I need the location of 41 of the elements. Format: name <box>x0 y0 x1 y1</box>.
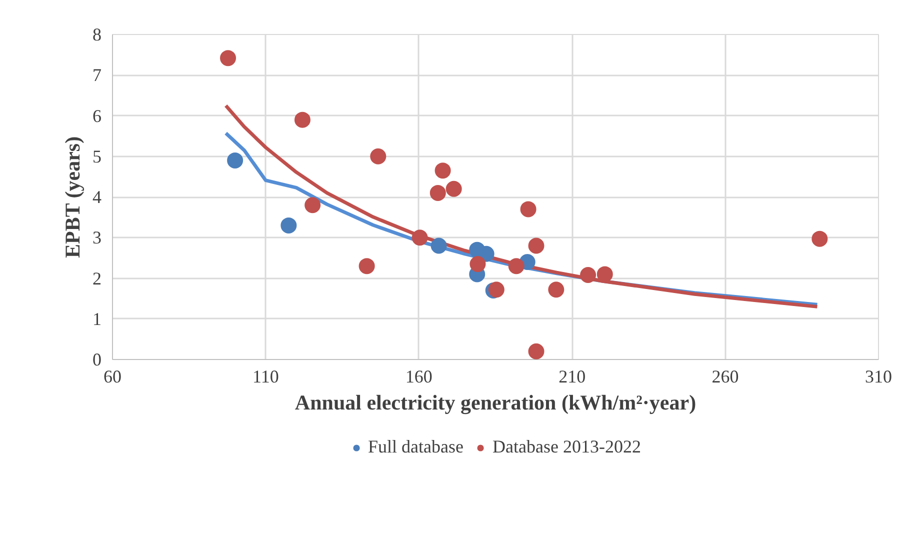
y-tick-label: 6 <box>92 106 102 126</box>
point <box>528 238 544 254</box>
point <box>220 50 236 66</box>
y-tick-label: 3 <box>92 228 102 248</box>
point <box>370 148 386 164</box>
point <box>430 238 447 254</box>
point <box>488 282 504 298</box>
y-tick-label: 7 <box>92 65 102 86</box>
y-tick-label: 8 <box>92 24 102 44</box>
point <box>446 180 462 197</box>
x-tick-label: 210 <box>558 366 586 386</box>
point <box>434 162 451 179</box>
legend-label: Database 2013-2022 <box>492 436 641 458</box>
point <box>812 230 828 247</box>
point <box>227 152 244 168</box>
point <box>412 230 428 246</box>
point <box>430 184 446 201</box>
point <box>548 282 564 298</box>
y-tick-label: 4 <box>92 187 102 207</box>
y-tick-label: 0 <box>92 350 102 370</box>
point <box>358 258 375 274</box>
x-tick-label: 110 <box>252 366 279 386</box>
x-tick-label: 260 <box>712 366 739 386</box>
point <box>294 112 310 128</box>
point <box>508 258 524 274</box>
point <box>304 197 321 214</box>
point <box>596 266 613 282</box>
y-tick-label: 1 <box>92 308 102 329</box>
point <box>520 201 536 218</box>
point <box>280 217 297 234</box>
y-tick-label: 2 <box>92 268 102 288</box>
y-axis-title: EPBT (years) <box>60 136 84 258</box>
x-tick-label: 310 <box>865 366 892 386</box>
legend-label: Full database <box>368 436 464 458</box>
x-tick-label: 60 <box>104 366 122 386</box>
point <box>528 343 544 360</box>
x-axis-title: Annual electricity generation (kWh/m²·year) <box>294 390 696 414</box>
y-tick-label: 5 <box>92 146 102 166</box>
point <box>470 256 486 272</box>
point <box>580 267 596 283</box>
x-tick-label: 160 <box>405 366 432 386</box>
